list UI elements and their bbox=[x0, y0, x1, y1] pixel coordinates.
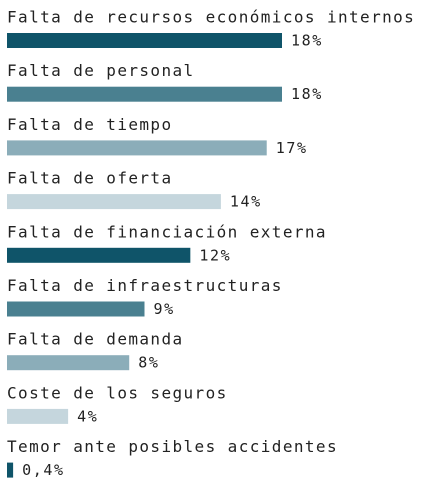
category-label: Falta de recursos económicos internos bbox=[7, 8, 415, 27]
bar bbox=[7, 355, 130, 371]
bar bbox=[7, 301, 145, 317]
category-label: Falta de oferta bbox=[7, 169, 173, 188]
value-label: 17% bbox=[276, 139, 308, 157]
bar bbox=[7, 86, 282, 102]
category-label: Falta de financiación externa bbox=[7, 222, 327, 241]
value-label: 0,4% bbox=[22, 461, 65, 479]
bar bbox=[7, 462, 14, 478]
value-label: 12% bbox=[199, 246, 231, 264]
bar bbox=[7, 408, 69, 424]
category-label: Falta de demanda bbox=[7, 330, 184, 349]
value-label: 18% bbox=[291, 32, 323, 50]
category-label: Falta de tiempo bbox=[7, 115, 173, 134]
value-label: 18% bbox=[291, 85, 323, 103]
bar bbox=[7, 247, 191, 263]
category-label: Falta de personal bbox=[7, 61, 195, 80]
value-label: 4% bbox=[77, 407, 98, 425]
category-label: Coste de los seguros bbox=[7, 383, 228, 402]
category-label: Temor ante posibles accidentes bbox=[7, 437, 338, 456]
value-label: 14% bbox=[230, 193, 262, 211]
bar bbox=[7, 194, 221, 210]
value-label: 8% bbox=[138, 354, 159, 372]
bar bbox=[7, 33, 282, 48]
value-label: 9% bbox=[154, 300, 175, 318]
category-label: Falta de infraestructuras bbox=[7, 276, 283, 295]
bar bbox=[7, 140, 267, 156]
